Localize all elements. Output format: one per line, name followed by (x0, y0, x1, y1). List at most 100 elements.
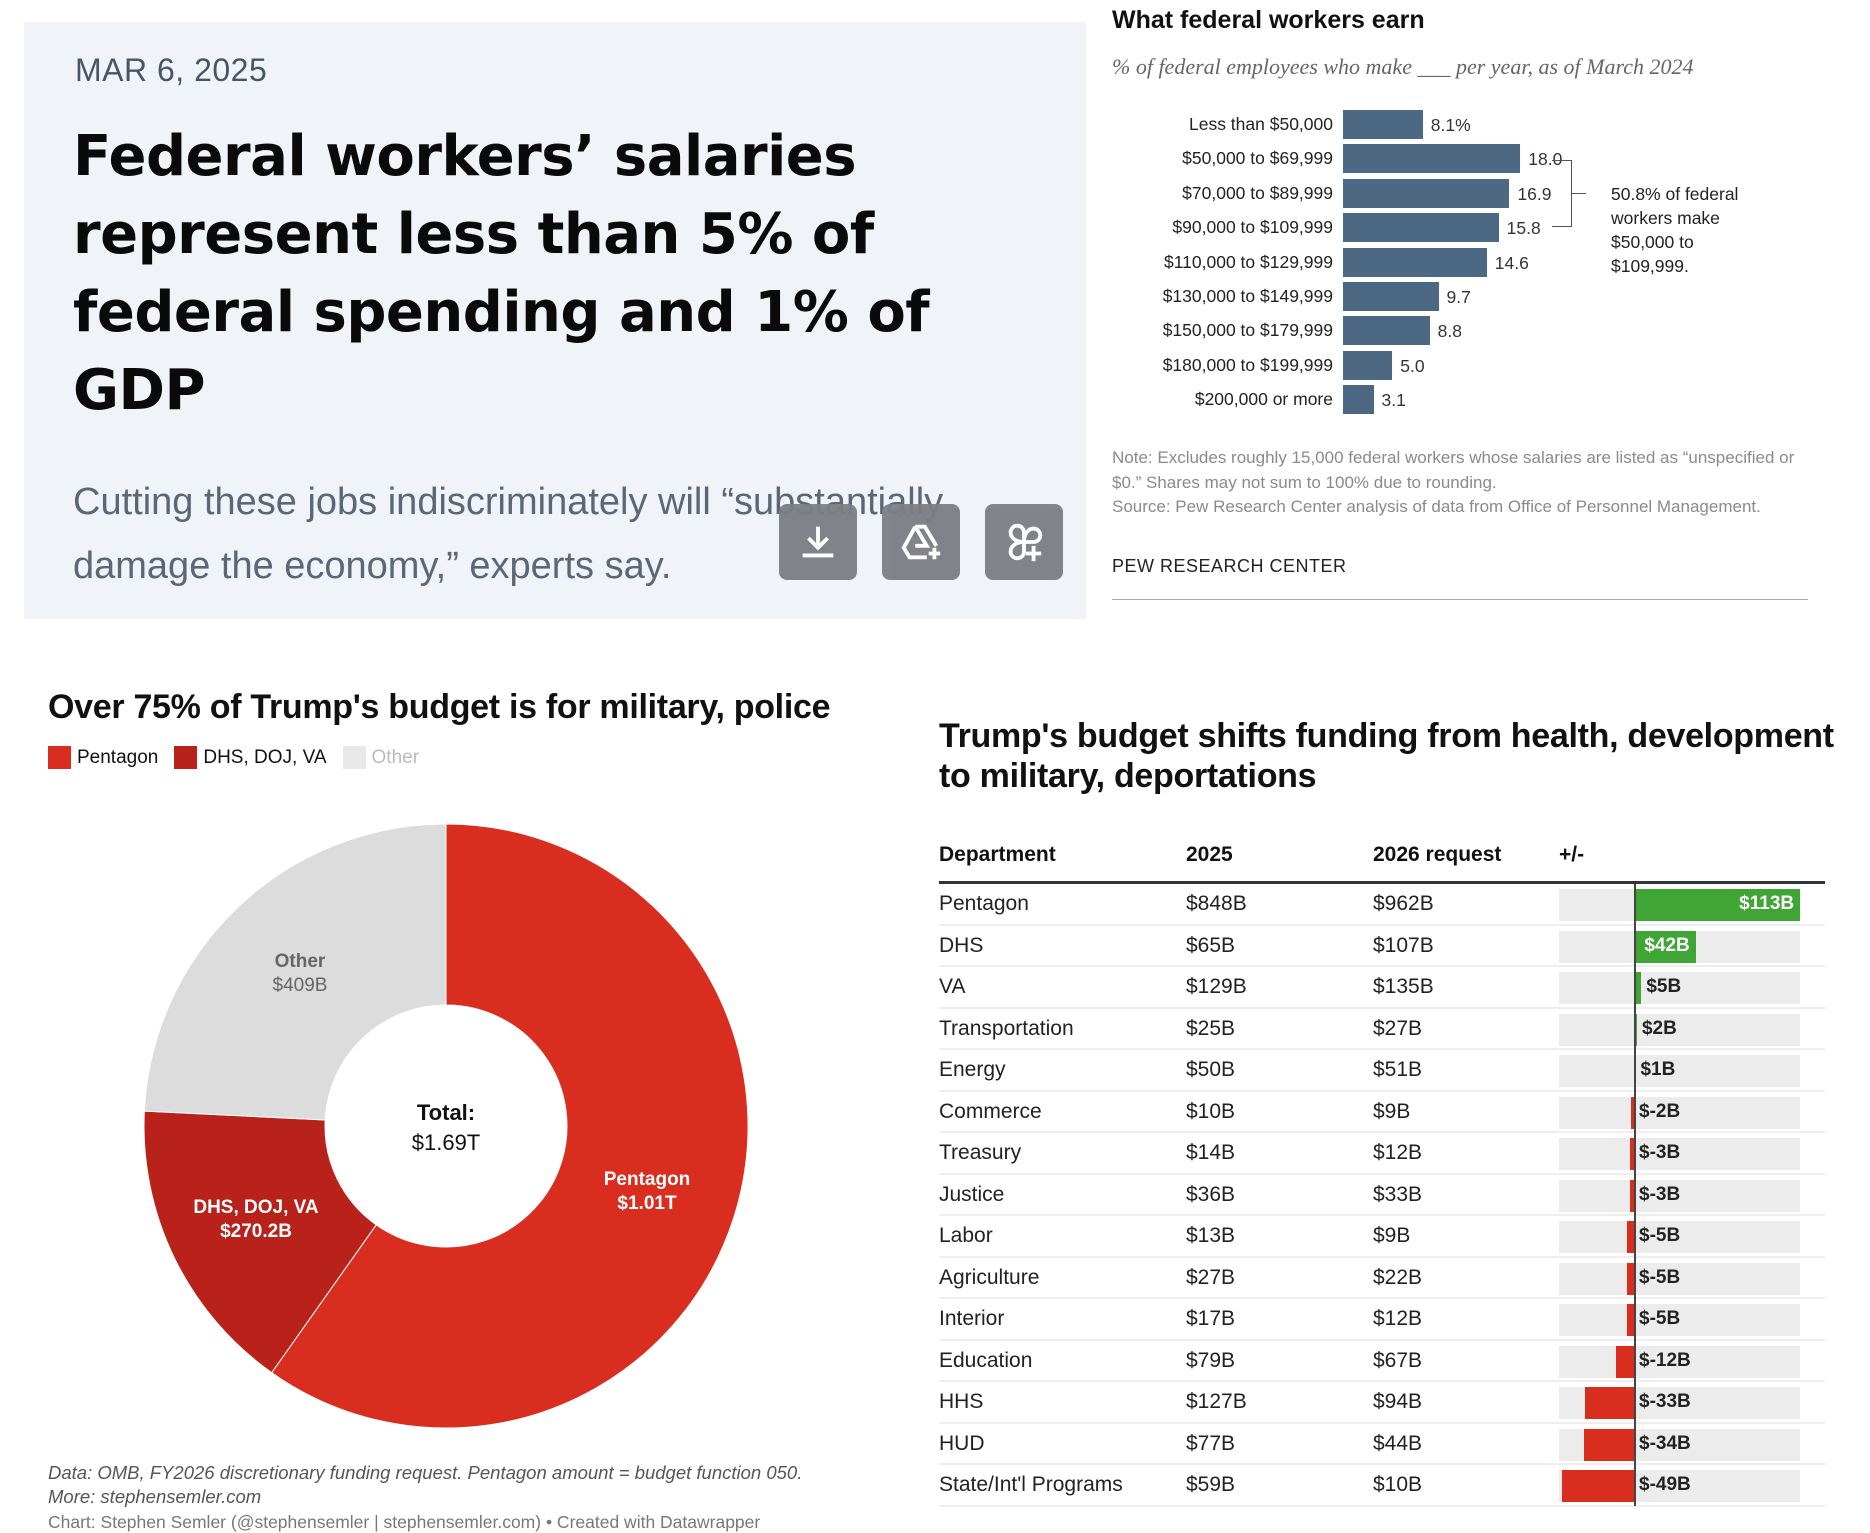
legend-label: DHS, DOJ, VA (203, 746, 327, 768)
legend-swatch (48, 746, 71, 769)
amount-2026-cell: $962B (1373, 892, 1434, 915)
department-cell: Education (939, 1348, 1033, 1372)
amount-2025-cell: $77B (1186, 1431, 1236, 1455)
change-bar (1626, 1262, 1634, 1295)
table-row: VA $129B $135B $5B (939, 967, 1825, 1009)
bar-track (1559, 1013, 1800, 1046)
amount-2025-cell: $13B (1186, 1224, 1236, 1247)
article-date: MAR 6, 2025 (75, 52, 268, 88)
bar-value-label: 15.8 (1506, 218, 1541, 239)
amount-2025-cell: $129B (1186, 975, 1247, 998)
department-cell: DHS (939, 933, 984, 957)
change-label: $-5B (1639, 1308, 1681, 1329)
bar-value-label: 5.0 (1400, 355, 1425, 376)
bar-value-label: 9.7 (1446, 287, 1471, 307)
bar-label: $110,000 to $129,999 (1163, 251, 1333, 272)
change-label: $2B (1641, 1017, 1677, 1039)
table-row: Education $79B $67B $-12B (939, 1341, 1825, 1382)
amount-2026-cell: $51B (1373, 1058, 1423, 1081)
donut-legend: Pentagon DHS, DOJ, VA Other (48, 746, 419, 769)
download-icon (802, 526, 834, 558)
table-row: Interior $17B $12B $-5B (939, 1299, 1825, 1341)
amount-2025-cell: $848B (1186, 892, 1247, 915)
department-cell: Transportation (939, 1016, 1074, 1040)
bar-track (1559, 1138, 1800, 1170)
department-cell: Commerce (939, 1099, 1042, 1123)
department-cell: Labor (939, 1224, 993, 1247)
amount-2025-cell: $17B (1186, 1307, 1236, 1330)
table-row: Commerce $10B $9B $-2B (939, 1092, 1825, 1133)
bar-label: $50,000 to $69,999 (1182, 148, 1333, 169)
bar-value-label: 8.8 (1437, 321, 1462, 342)
bar (1343, 350, 1393, 380)
bar (1343, 213, 1499, 243)
add-to-drive-button[interactable] (882, 504, 960, 580)
table-row: Energy $50B $51B $1B (939, 1050, 1825, 1092)
department-cell: Interior (939, 1307, 1005, 1330)
legend-swatch (342, 746, 366, 769)
change-bar (1634, 972, 1642, 1004)
amount-2026-cell: $33B (1373, 1182, 1423, 1206)
change-bar (1629, 1138, 1634, 1170)
col-header-change: +/- (1559, 843, 1585, 866)
amount-2026-cell: $22B (1373, 1265, 1423, 1289)
amount-2025-cell: $50B (1186, 1058, 1236, 1081)
bar-value-label: 14.6 (1494, 252, 1529, 273)
slice-label-other: Other $409B (272, 951, 328, 996)
change-label: $1B (1640, 1059, 1676, 1080)
amount-2025-cell: $65B (1186, 933, 1236, 957)
legend-label: Pentagon (77, 746, 159, 768)
download-button[interactable] (779, 504, 857, 580)
bar-value-label: 8.1% (1430, 115, 1471, 135)
amount-2025-cell: $10B (1186, 1099, 1236, 1123)
change-bar (1561, 1470, 1634, 1502)
change-label: $42B (1644, 934, 1690, 956)
bar-label: $70,000 to $89,999 (1182, 182, 1333, 203)
change-label: $-3B (1639, 1183, 1681, 1205)
change-label: $-5B (1639, 1225, 1681, 1246)
change-bar (1626, 1221, 1634, 1253)
change-label: $-34B (1639, 1432, 1691, 1454)
department-cell: Treasury (939, 1141, 1022, 1164)
bar-track (1559, 972, 1800, 1004)
article-subheadline: Cutting these jobs indiscriminately will… (73, 481, 944, 587)
amount-2026-cell: $135B (1373, 975, 1434, 998)
table-row: HHS $127B $94B $-33B (939, 1382, 1825, 1424)
bar (1343, 385, 1374, 415)
bar-label: $150,000 to $179,999 (1162, 320, 1333, 341)
amount-2026-cell: $9B (1373, 1224, 1411, 1247)
bar (1343, 247, 1487, 277)
change-bar (1584, 1428, 1634, 1461)
add-to-collection-icon (1008, 523, 1043, 562)
change-label: $-49B (1639, 1474, 1691, 1495)
change-label: $113B (1739, 893, 1795, 914)
department-cell: Pentagon (939, 892, 1029, 915)
change-bar (1626, 1304, 1634, 1336)
bar-value-label: 16.9 (1517, 183, 1552, 204)
amount-2025-cell: $127B (1186, 1390, 1247, 1413)
donut-slice-pentagon (271, 823, 749, 1429)
bar-track (1559, 1262, 1800, 1295)
amount-2026-cell: $9B (1373, 1099, 1411, 1123)
add-to-collection-button[interactable] (985, 504, 1063, 580)
table-row: Transportation $25B $27B $2B (939, 1009, 1825, 1050)
change-label: $-33B (1639, 1391, 1691, 1412)
department-cell: VA (939, 975, 966, 998)
pew-chart-title: What federal workers earn (1112, 6, 1425, 34)
department-cell: Justice (939, 1182, 1005, 1206)
bar (1343, 178, 1510, 208)
donut-chart (143, 823, 749, 1429)
bar-value-label: 18.0 (1528, 149, 1563, 170)
bar-track (1559, 1304, 1800, 1336)
bar (1343, 110, 1423, 139)
amount-2026-cell: $12B (1373, 1307, 1423, 1330)
slice-label-dhs: DHS, DOJ, VA $270.2B (193, 1197, 319, 1242)
amount-2025-cell: $14B (1186, 1141, 1236, 1164)
pew-brand: PEW RESEARCH CENTER (1112, 556, 1347, 576)
amount-2026-cell: $107B (1373, 933, 1434, 957)
change-bar (1634, 889, 1801, 921)
legend-item-other: Other (342, 746, 419, 769)
amount-2026-cell: $10B (1373, 1473, 1423, 1496)
change-bar (1585, 1387, 1634, 1419)
change-bar (1634, 930, 1696, 963)
